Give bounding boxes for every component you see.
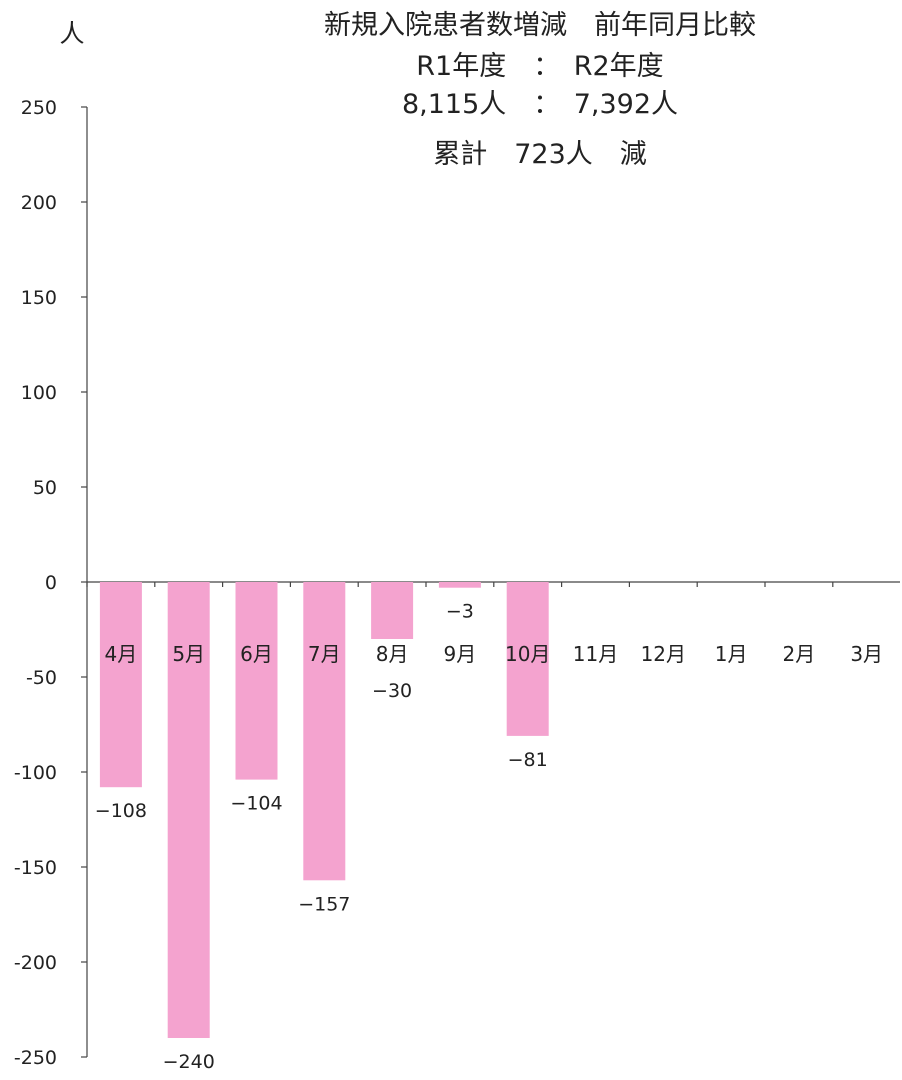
bar (371, 582, 414, 639)
y-tick-label: 100 (21, 382, 57, 404)
data-label: −157 (298, 893, 350, 915)
x-category-label: 11月 (573, 642, 618, 666)
y-tick-label: -200 (14, 952, 57, 974)
bar (99, 582, 142, 788)
data-label: −3 (446, 601, 474, 623)
chart-title: 新規入院患者数増減 前年同月比較 (324, 10, 756, 41)
x-axis (86, 581, 900, 587)
data-label: −104 (230, 793, 282, 815)
data-label: −108 (95, 800, 147, 822)
x-category-label: 10月 (505, 642, 550, 666)
bar (235, 582, 278, 780)
x-category-label: 7月 (308, 642, 341, 666)
x-category-label: 4月 (105, 642, 138, 666)
category-labels: 4月 5月 6月 7月 8月 9月 10月 11月 12月 1月 2月 3月 (105, 642, 884, 666)
chart-subtitle-years: R1年度 ： R2年度 (416, 51, 663, 82)
y-tick-label: -50 (26, 667, 57, 689)
y-tick-label: -250 (14, 1047, 57, 1069)
x-category-label: 9月 (444, 642, 477, 666)
y-tick-label: 200 (21, 192, 57, 214)
x-category-label: 12月 (641, 642, 686, 666)
y-tick-label: -100 (14, 762, 57, 784)
bar-series (99, 582, 549, 1038)
y-tick-label: 0 (45, 572, 57, 594)
x-category-label: 5月 (172, 642, 205, 666)
x-category-label: 6月 (240, 642, 273, 666)
bar (438, 582, 481, 588)
x-category-label: 2月 (783, 642, 816, 666)
chart-subtitle-totals: 8,115人 ： 7,392人 (402, 89, 678, 120)
data-label: −30 (372, 680, 412, 702)
y-tick-label: 150 (21, 287, 57, 309)
y-tick-label: 50 (33, 477, 57, 499)
bar (506, 582, 549, 736)
y-tick-label: -150 (14, 857, 57, 879)
value-labels: −108 −240 −104 −157 −30 −3 −81 (95, 601, 548, 1073)
y-axis: 250 200 150 100 50 0 -50 -100 -150 -200 -250 (14, 97, 88, 1069)
x-category-label: 1月 (715, 642, 748, 666)
bar (167, 582, 210, 1038)
chart-subtitle-cumulative: 累計 723人 減 (433, 139, 647, 170)
x-category-label: 8月 (376, 642, 409, 666)
chart-title-block: 新規入院患者数増減 前年同月比較 R1年度 ： R2年度 8,115人 ： 7,… (324, 10, 756, 170)
bar (303, 582, 346, 881)
data-label: −81 (508, 749, 548, 771)
y-tick-label: 250 (21, 97, 57, 119)
x-category-label: 3月 (850, 642, 883, 666)
data-label: −240 (163, 1051, 215, 1073)
y-axis-unit-label: 人 (59, 19, 84, 48)
